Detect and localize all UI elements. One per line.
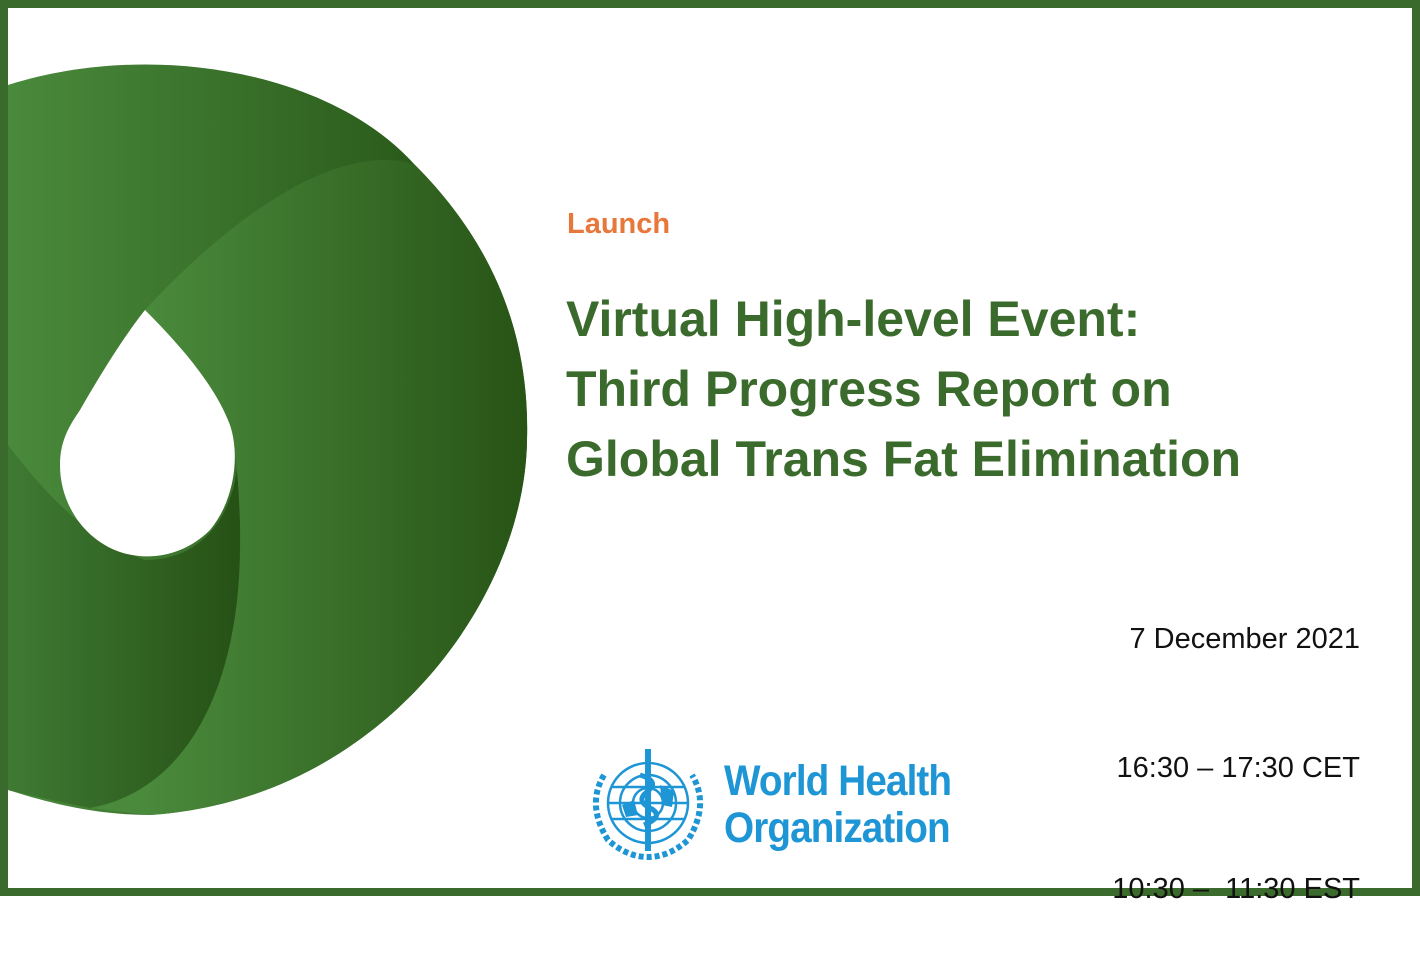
logo-line-1: World Health xyxy=(724,757,952,805)
front-band xyxy=(90,160,528,815)
slide-title: Virtual High-level Event: Third Progress… xyxy=(566,284,1241,494)
logo-line-2: Organization xyxy=(724,804,951,852)
who-logo-text: World Health Organization xyxy=(724,757,952,852)
event-schedule: 7 December 2021 16:30 – 17:30 CET 10:30 … xyxy=(1112,532,1360,954)
event-time-cet: 16:30 – 17:30 CET xyxy=(1116,752,1360,784)
drop-hole xyxy=(60,310,235,557)
title-line: Third Progress Report on xyxy=(566,361,1172,417)
event-date: 7 December 2021 xyxy=(1129,623,1360,655)
who-emblem-icon xyxy=(592,749,704,861)
kicker-label: Launch xyxy=(567,208,671,240)
green-drop-artwork xyxy=(8,64,528,815)
slide-frame xyxy=(0,0,1420,896)
lower-band xyxy=(8,445,241,808)
title-line: Virtual High-level Event: xyxy=(566,291,1141,347)
event-time-est: 10:30 – 11:30 EST xyxy=(1112,873,1360,905)
title-line: Global Trans Fat Elimination xyxy=(566,431,1242,487)
